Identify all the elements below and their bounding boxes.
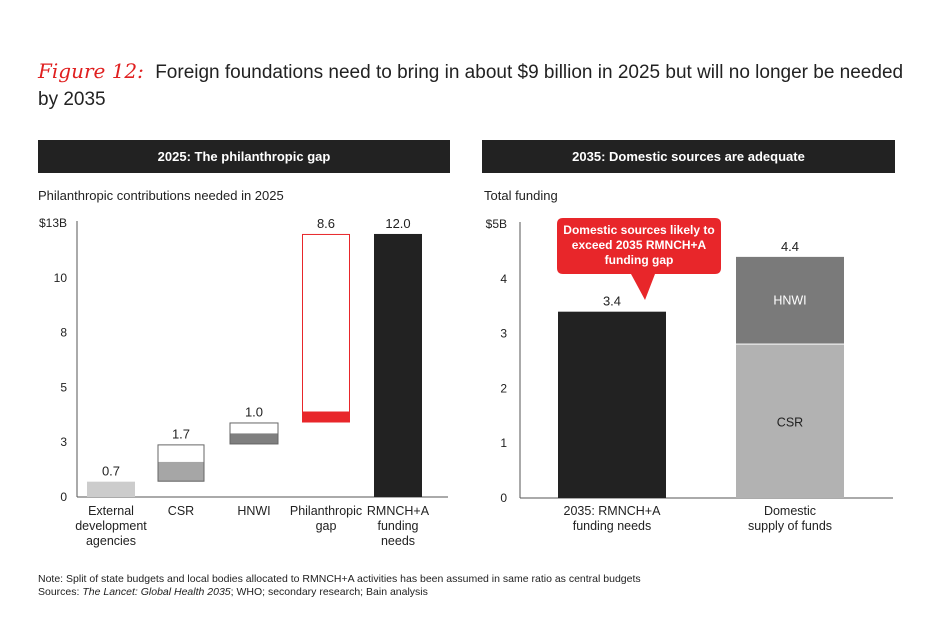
right-y-tick-label: 2 [500, 381, 507, 395]
callout-text: Domestic sources likely to [563, 223, 714, 237]
bar-outline [157, 444, 205, 482]
bar [374, 233, 422, 497]
left-panel-header: 2025: The philanthropic gap [38, 140, 450, 173]
right-y-tick-label: $5B [486, 217, 507, 231]
left-x-tick-label: Philanthropic [290, 504, 362, 518]
left-y-tick-label: $13B [39, 216, 67, 230]
right-y-tick-label: 1 [500, 436, 507, 450]
left-y-tick-label: 0 [60, 490, 67, 504]
sources-text: Sources: The Lancet: Global Health 2035;… [38, 586, 641, 599]
right-y-tick-label: 4 [500, 272, 507, 286]
bar [157, 461, 205, 482]
sources-rest: ; WHO; secondary research; Bain analysis [230, 586, 428, 598]
right-y-tick-label: 3 [500, 327, 507, 341]
left-x-tick-label: development [75, 519, 147, 533]
left-y-tick-label: 3 [60, 435, 67, 449]
callout-text: exceed 2035 RMNCH+A [572, 238, 707, 252]
bar-value-label: 1.7 [172, 426, 190, 441]
note-text: Note: Split of state budgets and local b… [38, 573, 641, 585]
figure-title: Figure 12: Foreign foundations need to b… [38, 58, 918, 113]
segment-label: HNWI [773, 294, 806, 308]
bar-outline [229, 422, 279, 445]
left-chart-ylabel: Philanthropic contributions needed in 20… [38, 188, 284, 203]
left-x-tick-label: External [88, 504, 134, 518]
bar-outline [302, 233, 350, 423]
left-x-tick-label: HNWI [237, 504, 270, 518]
callout-text: funding gap [605, 253, 674, 267]
left-x-tick-label: gap [316, 519, 337, 533]
left-y-tick-label: 10 [54, 271, 68, 285]
bar-value-label: 1.0 [245, 404, 263, 419]
left-x-tick-label: RMNCH+A [367, 504, 430, 518]
sources-italic: The Lancet: Global Health 2035 [82, 586, 231, 598]
chart-notes: Note: Split of state budgets and local b… [38, 573, 641, 599]
bar [87, 481, 135, 497]
left-y-tick-label: 5 [60, 380, 67, 394]
left-x-tick-label: needs [381, 534, 415, 548]
right-x-tick-label: supply of funds [748, 519, 832, 533]
bar-value-label: 12.0 [385, 216, 410, 231]
right-y-tick-label: 0 [500, 491, 507, 505]
bar [229, 433, 279, 445]
bar [558, 311, 666, 498]
bar-value-label: 0.7 [102, 464, 120, 479]
right-panel-header: 2035: Domestic sources are adequate [482, 140, 895, 173]
right-x-tick-label: 2035: RMNCH+A [564, 504, 662, 518]
bar-value-label: 8.6 [317, 216, 335, 231]
figure-label: Figure 12: [38, 59, 144, 83]
figure-title-text: Foreign foundations need to bring in abo… [38, 62, 904, 110]
segment-label: CSR [777, 415, 803, 429]
bar-segment [736, 344, 844, 498]
bar-value-label: 3.4 [603, 294, 621, 309]
bar [302, 411, 350, 423]
callout-bubble [557, 218, 721, 300]
left-x-tick-label: agencies [86, 534, 136, 548]
right-chart-ylabel: Total funding [484, 188, 558, 203]
bar-segment [736, 256, 844, 344]
right-x-tick-label: Domestic [764, 504, 816, 518]
bar-value-label: 4.4 [781, 239, 799, 254]
left-x-tick-label: funding [377, 519, 418, 533]
left-x-tick-label: CSR [168, 504, 194, 518]
sources-prefix: Sources: [38, 586, 83, 598]
right-x-tick-label: funding needs [573, 519, 652, 533]
left-y-tick-label: 8 [60, 326, 67, 340]
